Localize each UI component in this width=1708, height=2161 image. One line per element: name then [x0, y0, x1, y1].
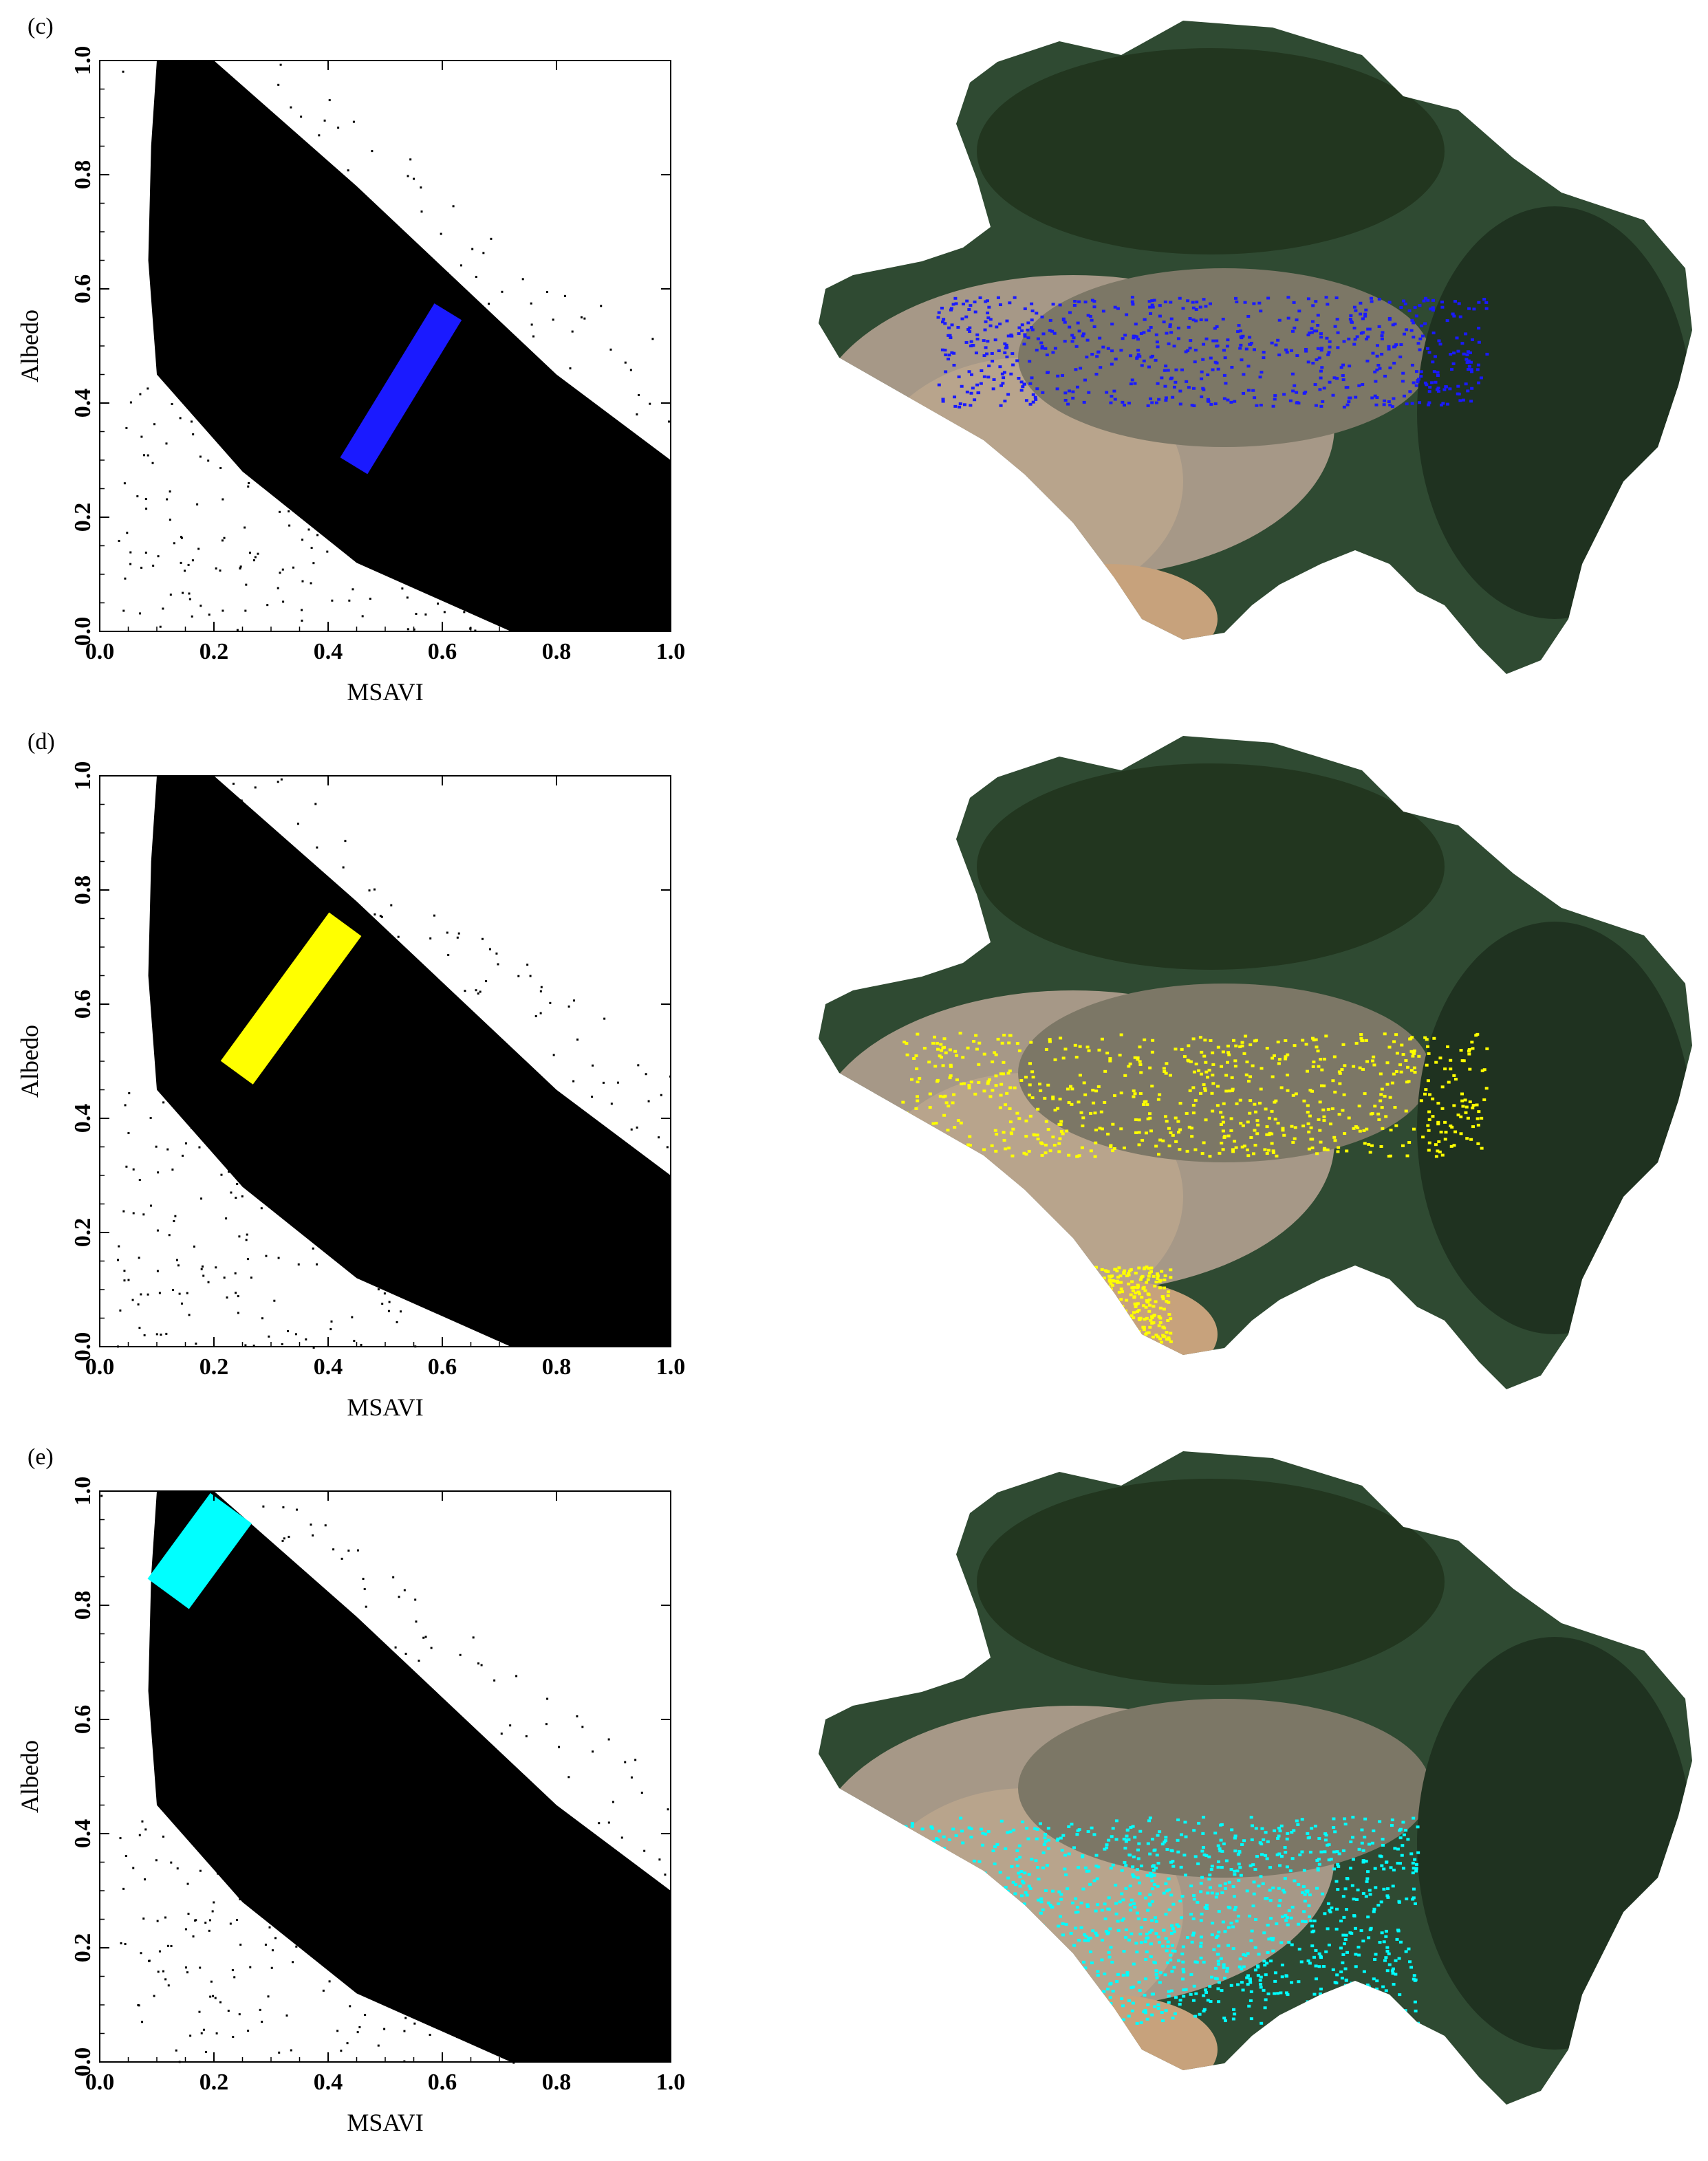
y-tick-label: 0.4: [70, 1104, 96, 1133]
highlight-band: [220, 912, 362, 1085]
y-tick-label: 0.8: [70, 160, 96, 190]
x-axis-title: MSAVI: [347, 2109, 423, 2136]
y-axis-title: Albedo: [16, 310, 43, 382]
point-cloud-core: [148, 1491, 671, 2062]
x-tick-label: 0.0: [85, 639, 115, 664]
y-tick-label: 0.6: [70, 1705, 96, 1735]
x-tick-label: 0.2: [199, 2070, 229, 2095]
y-tick-label: 0.2: [70, 1218, 96, 1248]
y-axis-title: Albedo: [16, 1740, 43, 1813]
x-tick-label: 1.0: [656, 1354, 686, 1380]
scatter-plot: 0.0 0.2 0.4 0.6 0.8 1.0 0.0 0.2 0.4 0.6 0.8 1.0 MSAV…: [16, 761, 686, 1421]
y-tick-label: 0.6: [70, 990, 96, 1019]
x-tick-label: 0.8: [542, 1354, 572, 1380]
scatter-plot: 0.0 0.2 0.4 0.6 0.8 1.0 0.0 0.2 0.4 0.6 0.8 1.0 MSAV…: [16, 1477, 686, 2136]
y-tick-label: 1.0: [70, 46, 96, 76]
panel-e: (e) 0.0 0.2 0.4 0.6 0.8 1.0 0.0 0.2 0.4 0.6 0.8 1.0…: [0, 1431, 1708, 2146]
highlight-pixels: [936, 296, 1489, 409]
x-tick-label: 0.8: [542, 2070, 572, 2095]
y-tick-label: 0.0: [70, 2048, 96, 2077]
x-tick-label: 0.0: [85, 2070, 115, 2095]
satellite-map: [819, 1451, 1692, 2105]
panel-label: (d): [28, 729, 55, 754]
x-tick-label: 0.4: [314, 1354, 343, 1380]
y-tick-label: 0.8: [70, 1591, 96, 1620]
highlight-band: [147, 1492, 252, 1609]
y-tick-label: 1.0: [70, 1477, 96, 1506]
point-cloud-core: [148, 776, 671, 1347]
y-tick-label: 1.0: [70, 761, 96, 791]
highlight-band: [340, 303, 462, 475]
x-tick-label: 1.0: [656, 639, 686, 664]
x-tick-label: 0.8: [542, 639, 572, 664]
x-axis-title: MSAVI: [347, 1393, 423, 1421]
satellite-map: [819, 736, 1692, 1389]
panel-d: (d) 0.0 0.2 0.4 0.6 0.8 1.0 0.0 0.2 0.4 0.6 0.8 1.0…: [0, 715, 1708, 1431]
y-tick-label: 0.0: [70, 1332, 96, 1362]
x-tick-label: 0.4: [314, 2070, 343, 2095]
y-tick-label: 0.8: [70, 876, 96, 905]
x-tick-label: 0.4: [314, 639, 343, 664]
panel-c: (c) 0.0 0.2 0.4 0.6 0.8 1.0 0.0 0.2 0.4 0.6 0.8 1.0…: [0, 0, 1708, 715]
x-axis-title: MSAVI: [347, 678, 423, 706]
y-tick-label: 0.6: [70, 274, 96, 304]
y-tick-label: 0.2: [70, 503, 96, 532]
y-tick-label: 0.0: [70, 617, 96, 647]
y-tick-label: 0.4: [70, 389, 96, 418]
x-tick-label: 0.2: [199, 639, 229, 664]
x-tick-label: 0.6: [428, 1354, 457, 1380]
panel-label: (e): [28, 1444, 54, 1470]
y-tick-label: 0.4: [70, 1819, 96, 1849]
x-tick-label: 0.6: [428, 2070, 457, 2095]
x-tick-label: 1.0: [656, 2070, 686, 2095]
satellite-map: [819, 21, 1692, 674]
x-tick-label: 0.0: [85, 1354, 115, 1380]
scatter-plot: 0.0 0.2 0.4 0.6 0.8 1.0 0.0 0.2 0.4 0.6 0.8 1.0 MSAV…: [16, 46, 686, 706]
x-tick-label: 0.6: [428, 639, 457, 664]
y-axis-title: Albedo: [16, 1025, 43, 1098]
x-tick-label: 0.2: [199, 1354, 229, 1380]
y-tick-label: 0.2: [70, 1933, 96, 1963]
panel-label: (c): [28, 14, 54, 39]
